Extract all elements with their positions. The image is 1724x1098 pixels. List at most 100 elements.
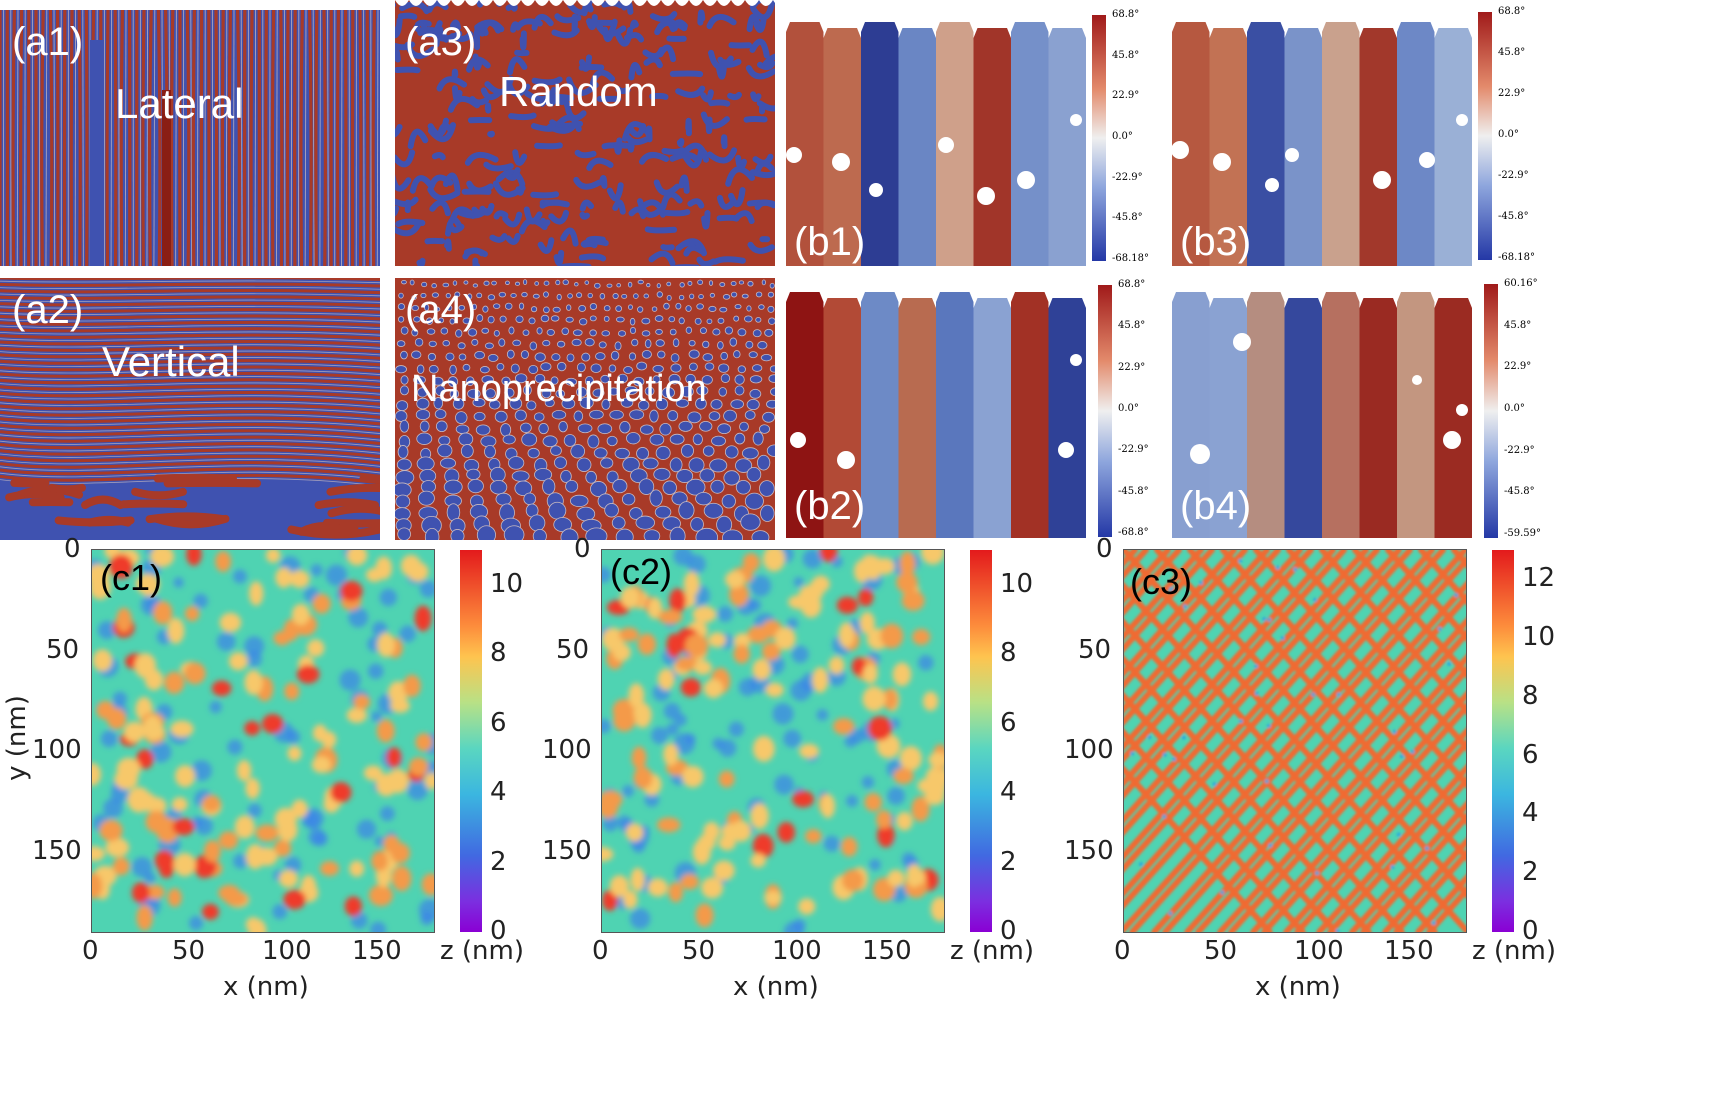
height-map bbox=[602, 550, 944, 932]
x-axis-label: x (nm) bbox=[223, 972, 309, 1002]
colorbar-c1 bbox=[460, 550, 482, 932]
colorbar-tick-label: 22.9° bbox=[1498, 88, 1526, 99]
colorbar-tick-label: 68.8° bbox=[1118, 279, 1146, 290]
panel-a4-nanoprecipitation: (a4) Nanoprecipitation bbox=[395, 278, 775, 540]
colorbar-tick-label: 0 bbox=[1000, 916, 1017, 946]
y-tick-label: 100 bbox=[32, 735, 82, 766]
colorbar-tick-label: 6 bbox=[1000, 707, 1017, 738]
x-tick-label: 50 bbox=[172, 936, 206, 966]
colorbar-b2 bbox=[1098, 285, 1112, 537]
panel-tag: (b4) bbox=[1180, 484, 1252, 528]
panel-tag: (c3) bbox=[1130, 561, 1192, 602]
colorbar-tick-label: 6 bbox=[490, 707, 507, 738]
colorbar-b1 bbox=[1092, 15, 1106, 261]
x-tick-label: 0 bbox=[1114, 936, 1131, 966]
plot-frame bbox=[601, 549, 945, 933]
colorbar-label: z (nm) bbox=[950, 936, 1035, 966]
colorbar-tick-label: 22.9° bbox=[1112, 90, 1140, 102]
nanoprecipitation-dot-pattern bbox=[395, 278, 775, 540]
panel-tag: (a1) bbox=[12, 20, 84, 64]
colorbar-tick-label: 10 bbox=[1522, 622, 1556, 653]
x-tick-label: 150 bbox=[1384, 936, 1434, 966]
panel-tag: (b2) bbox=[794, 484, 866, 528]
colorbar-tick-label: 0.0° bbox=[1504, 403, 1525, 414]
colorbar-b3 bbox=[1478, 12, 1492, 260]
x-axis-label: x (nm) bbox=[733, 972, 819, 1002]
colorbar-tick-label: 4 bbox=[490, 777, 507, 808]
x-tick-label: 100 bbox=[262, 936, 312, 966]
x-tick-label: 150 bbox=[862, 936, 912, 966]
colorbar-tick-label: -59.59° bbox=[1504, 528, 1542, 539]
colorbar-tick-label: -22.9° bbox=[1498, 170, 1529, 181]
colorbar-tick-label: 0.0° bbox=[1112, 131, 1133, 142]
colorbar-tick-label: 0.0° bbox=[1118, 403, 1139, 414]
colorbar-tick-label: -68.8° bbox=[1118, 527, 1149, 538]
colorbar-tick-label: -22.9° bbox=[1504, 444, 1535, 456]
colorbar-tick-label: 0 bbox=[1522, 916, 1539, 946]
panel-caption: Nanoprecipitation bbox=[411, 368, 707, 410]
panel-tag: (a2) bbox=[12, 288, 84, 332]
panel-caption: Random bbox=[499, 68, 658, 115]
colorbar-tick-label: 2 bbox=[1000, 846, 1017, 877]
colorbar-tick-label: 0.0° bbox=[1498, 129, 1519, 140]
colorbar-label: z (nm) bbox=[1472, 936, 1557, 966]
colorbar-tick-label: 68.8° bbox=[1112, 9, 1140, 20]
y-tick-label: 0 bbox=[574, 534, 591, 564]
lateral-stripe-pattern bbox=[0, 10, 380, 266]
colorbar-tick-label: -45.8° bbox=[1118, 485, 1149, 497]
colorbar-tick-label: 60.16° bbox=[1504, 278, 1538, 289]
colorbar-tick-label: 45.8° bbox=[1112, 49, 1140, 61]
y-tick-label: 50 bbox=[556, 634, 590, 665]
x-tick-label: 0 bbox=[82, 936, 99, 966]
vertical-stripe-pattern bbox=[0, 278, 380, 540]
colorbar-tick-label: 2 bbox=[490, 846, 507, 877]
plot-frame bbox=[1123, 549, 1467, 933]
panel-caption: Lateral bbox=[115, 80, 244, 127]
colorbar-tick-label: 8 bbox=[490, 638, 507, 669]
colorbar-tick-label: -22.9° bbox=[1118, 444, 1149, 456]
y-tick-label: 150 bbox=[542, 835, 592, 866]
colorbar-tick-label: 12 bbox=[1522, 563, 1556, 594]
x-tick-label: 50 bbox=[1204, 936, 1238, 966]
panel-tag: (a3) bbox=[405, 20, 477, 64]
x-tick-label: 50 bbox=[682, 936, 716, 966]
random-labyrinth-pattern bbox=[395, 0, 775, 266]
colorbar-tick-label: -45.8° bbox=[1504, 486, 1535, 498]
colorbar-tick-label: 10 bbox=[490, 568, 524, 599]
panel-tag: (a4) bbox=[405, 288, 477, 332]
colorbar-tick-label: 68.8° bbox=[1498, 6, 1526, 17]
colorbar-tick-label: 4 bbox=[1000, 777, 1017, 808]
colorbar-tick-label: 45.8° bbox=[1498, 47, 1526, 58]
colorbar-tick-label: -22.9° bbox=[1112, 171, 1143, 183]
colorbar-tick-label: 8 bbox=[1522, 680, 1539, 711]
x-axis-label: x (nm) bbox=[1255, 972, 1341, 1002]
colorbar-tick-label: 0 bbox=[490, 916, 507, 946]
y-tick-label: 100 bbox=[1064, 735, 1114, 766]
panel-c3-heightmap: (c3) bbox=[1124, 550, 1466, 932]
y-tick-label: 50 bbox=[1078, 634, 1112, 665]
domain-angle-map bbox=[1172, 22, 1472, 266]
colorbar-tick-label: -68.18° bbox=[1112, 253, 1150, 264]
panel-b1: (b1) bbox=[786, 10, 1086, 266]
x-tick-label: 150 bbox=[352, 936, 402, 966]
colorbar-tick-label: 4 bbox=[1522, 798, 1539, 829]
panel-tag: (c1) bbox=[100, 557, 162, 598]
colorbar-tick-label: 2 bbox=[1522, 857, 1539, 888]
colorbar-c2 bbox=[970, 550, 992, 932]
domain-angle-map bbox=[786, 22, 1086, 266]
y-axis-label: y (nm) bbox=[1, 695, 32, 781]
colorbar-tick-label: -45.8° bbox=[1498, 211, 1529, 222]
colorbar-tick-label: -68.18° bbox=[1498, 252, 1536, 263]
panel-c1-heightmap: (c1) bbox=[92, 550, 434, 932]
colorbar-tick-label: 10 bbox=[1000, 568, 1034, 599]
y-tick-label: 0 bbox=[64, 534, 81, 564]
colorbar-tick-label: 45.8° bbox=[1504, 319, 1532, 331]
panel-c2-heightmap: (c2) bbox=[602, 550, 944, 932]
domain-angle-map bbox=[1172, 292, 1472, 538]
colorbar-tick-label: 45.8° bbox=[1118, 320, 1146, 332]
colorbar-tick-label: 6 bbox=[1522, 739, 1539, 770]
x-tick-label: 100 bbox=[772, 936, 822, 966]
colorbar-c3 bbox=[1492, 550, 1514, 932]
y-tick-label: 0 bbox=[1096, 534, 1113, 564]
height-map bbox=[1124, 550, 1466, 932]
